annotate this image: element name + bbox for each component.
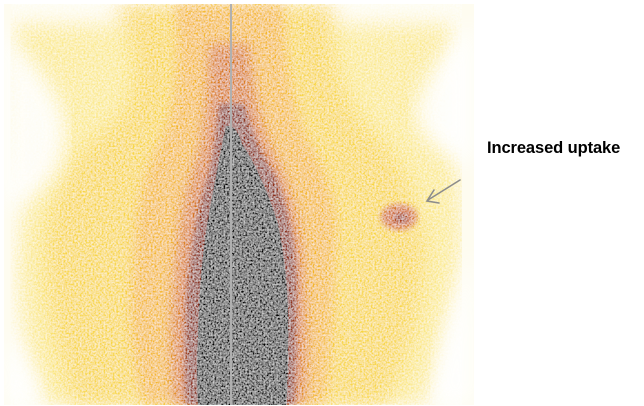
left-clear-zone	[4, 34, 66, 204]
annotation-arrow	[425, 179, 461, 204]
high-uptake-core	[197, 125, 289, 405]
right-clear-zone	[414, 24, 474, 164]
uptake-layers	[10, 4, 463, 405]
annotation-label: Increased uptake	[487, 139, 621, 157]
left-lower-clear-zone	[4, 334, 44, 405]
focal-uptake-spot-center	[394, 213, 408, 223]
scintigraphy-image	[4, 4, 474, 405]
right-lower-clear-zone	[434, 254, 474, 405]
